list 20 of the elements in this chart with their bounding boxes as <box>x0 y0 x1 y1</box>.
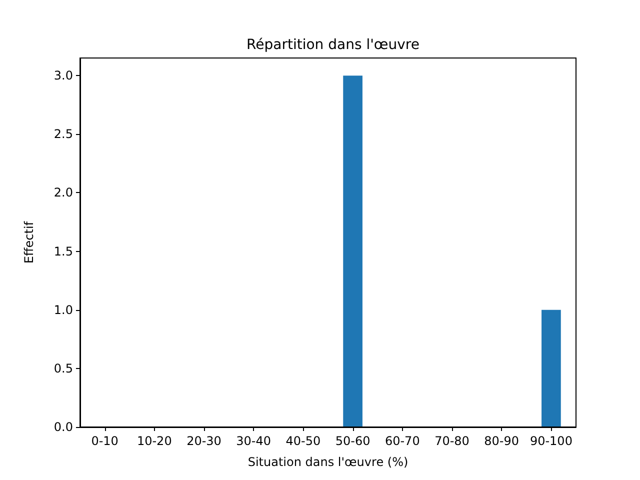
x-tick-label: 30-40 <box>236 434 272 448</box>
y-axis-title: Effectif <box>22 220 36 264</box>
y-tick-label: 1.0 <box>54 302 73 317</box>
x-tick-label: 70-80 <box>434 434 470 448</box>
x-tick-label: 20-30 <box>186 434 222 448</box>
x-tick-label: 40-50 <box>286 434 321 448</box>
x-axis-title: Situation dans l'œuvre (%) <box>248 455 408 469</box>
x-tick-label: 80-90 <box>484 434 520 448</box>
chart-title: Répartition dans l'œuvre <box>246 37 420 53</box>
x-tick-label: 60-70 <box>384 434 420 448</box>
y-tick-label: 1.5 <box>54 244 73 258</box>
x-tick-label: 10-20 <box>136 434 172 448</box>
y-tick-label: 0.5 <box>54 361 73 376</box>
y-tick-label: 0.0 <box>54 420 73 434</box>
x-tick-label: 0-10 <box>91 434 118 448</box>
y-tick-label: 2.5 <box>54 127 73 142</box>
x-tick-label: 90-100 <box>530 434 572 448</box>
x-tick-label: 50-60 <box>335 434 370 448</box>
y-tick-label: 2.0 <box>54 186 73 200</box>
y-tick-label: 3.0 <box>54 68 73 83</box>
